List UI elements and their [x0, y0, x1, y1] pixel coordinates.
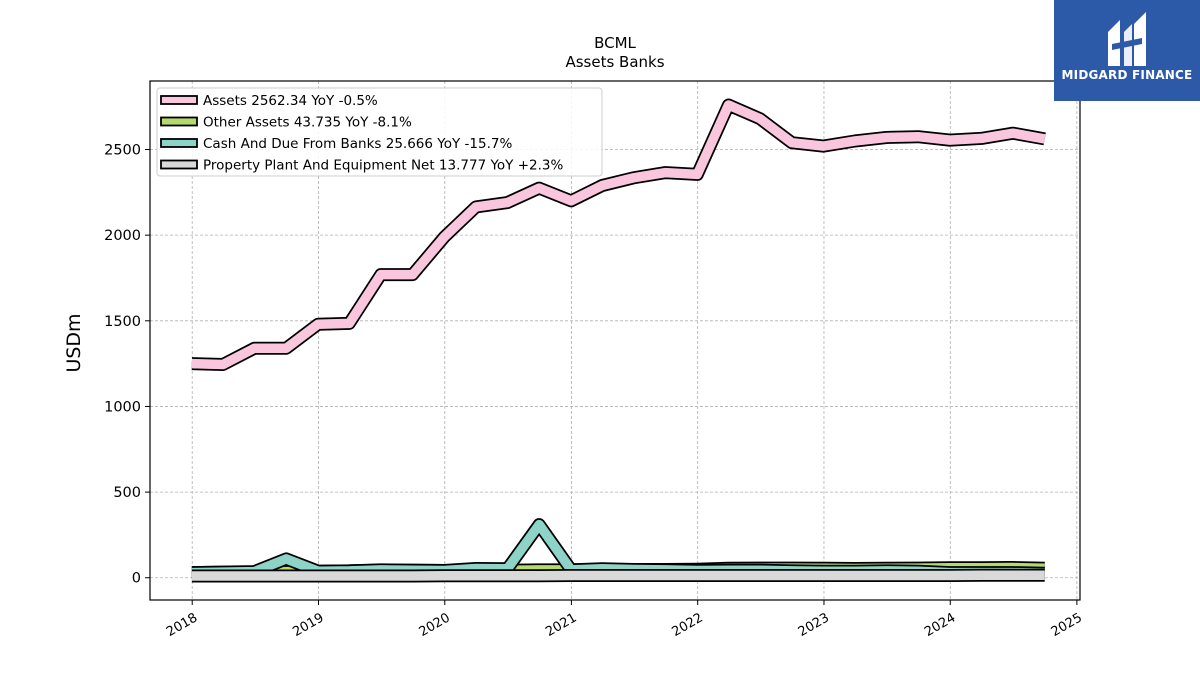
- brand-name: MIDGARD FINANCE: [1061, 68, 1193, 82]
- y-tick-label: 500: [113, 485, 141, 501]
- midgard-finance-logo: MIDGARD FINANCE: [1054, 0, 1200, 101]
- plot-frame: [149, 80, 1081, 601]
- x-tick-label: 2021: [543, 610, 579, 640]
- legend-entry: Assets 2562.34 YoY -0.5%: [203, 93, 378, 109]
- legend-swatch: [160, 116, 198, 127]
- x-tick-label: 2018: [164, 610, 200, 640]
- legend-box: [156, 87, 603, 177]
- chart-subtitle: Assets Banks: [565, 53, 664, 71]
- x-tick-label: 2019: [290, 610, 326, 640]
- legend-swatch: [160, 159, 198, 170]
- legend: Assets 2562.34 YoY -0.5% Other Assets 43.…: [156, 87, 603, 177]
- chart-title: BCML: [594, 34, 636, 52]
- x-tick-label: 2025: [1049, 610, 1085, 640]
- legend-swatch: [160, 138, 198, 148]
- midgard-finance-logo-icon: [1108, 12, 1146, 66]
- legend-entry: Property Plant And Equipment Net 13.777 …: [203, 158, 563, 174]
- legend-entry: Cash And Due From Banks 25.666 YoY -15.7…: [203, 136, 512, 152]
- axis-ticks: 0 500 1000 1500 2000 2500 2018 2019 2020 2021 2022…: [104, 143, 1085, 640]
- legend-swatch: [160, 95, 198, 105]
- x-tick-label: 2022: [670, 610, 706, 640]
- x-tick-label: 2023: [796, 610, 832, 640]
- series-lines: [191, 98, 1046, 583]
- series-line: [191, 570, 1045, 581]
- y-tick-label: 2500: [104, 143, 141, 159]
- legend-entry: Other Assets 43.735 YoY -8.1%: [203, 115, 412, 131]
- x-tick-label: 2024: [922, 610, 958, 640]
- y-tick-label: 1500: [104, 314, 141, 330]
- y-tick-label: 2000: [104, 228, 141, 244]
- x-tick-label: 2020: [417, 610, 453, 640]
- series-line: [191, 100, 1046, 370]
- y-axis-label: USDm: [63, 313, 85, 372]
- y-tick-label: 1000: [104, 399, 141, 415]
- y-tick-label: 0: [132, 571, 141, 587]
